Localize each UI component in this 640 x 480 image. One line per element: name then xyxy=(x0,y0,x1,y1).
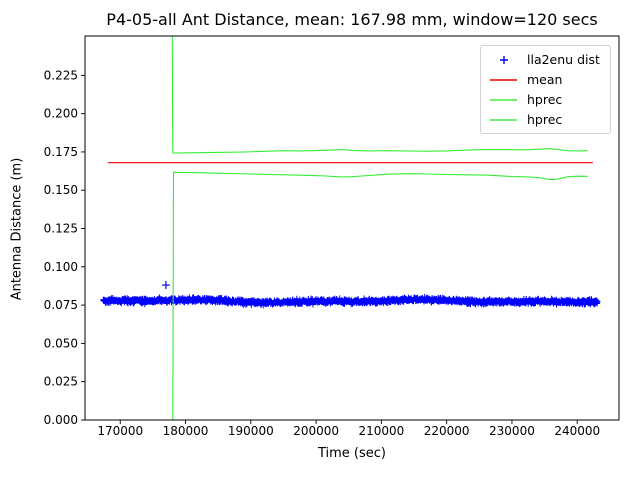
x-tick-label: 200000 xyxy=(293,424,339,438)
x-axis-label: Time (sec) xyxy=(317,446,386,461)
y-axis-label: Antenna Distance (m) xyxy=(9,157,25,301)
x-tick-label: 180000 xyxy=(163,424,209,438)
legend-entry: mean xyxy=(481,70,610,90)
legend-box: lla2enu dist mean hprec hprec xyxy=(480,45,611,134)
y-tick-label: 0.125 xyxy=(44,222,78,236)
x-tick-label: 230000 xyxy=(489,424,535,438)
legend-entry: lla2enu dist xyxy=(481,50,610,70)
lla2enu-outlier-marker xyxy=(161,281,170,290)
x-tick-label: 240000 xyxy=(554,424,600,438)
x-tick-label: 170000 xyxy=(97,424,143,438)
line-swatch-icon xyxy=(481,114,527,126)
legend-label: mean xyxy=(527,72,563,87)
legend-entry: hprec xyxy=(481,90,610,110)
y-tick-label: 0.150 xyxy=(44,183,78,197)
y-tick-label: 0.050 xyxy=(44,336,78,350)
y-tick-label: 0.025 xyxy=(44,375,78,389)
legend-label: lla2enu dist xyxy=(527,52,600,67)
y-tick-label: 0.100 xyxy=(44,260,78,274)
y-tick-label: 0.200 xyxy=(44,107,78,121)
hprec-upper-line xyxy=(171,36,588,154)
y-tick-label: 0.175 xyxy=(44,145,78,159)
x-tick-label: 190000 xyxy=(228,424,274,438)
legend-label: hprec xyxy=(527,112,563,127)
y-tick-label: 0.000 xyxy=(44,413,78,427)
legend-label: hprec xyxy=(527,92,563,107)
plot-area xyxy=(100,36,601,421)
x-tick-label: 210000 xyxy=(358,424,404,438)
line-swatch-icon xyxy=(481,94,527,106)
x-tick-label: 220000 xyxy=(424,424,470,438)
lla2enu-dist-series xyxy=(100,293,601,309)
line-swatch-icon xyxy=(481,74,527,86)
legend-entry: hprec xyxy=(481,110,610,130)
hprec-lower-line xyxy=(172,171,588,421)
plus-marker-icon xyxy=(481,54,527,66)
y-tick-label: 0.075 xyxy=(44,298,78,312)
chart-title: P4-05-all Ant Distance, mean: 167.98 mm,… xyxy=(106,10,598,29)
y-tick-label: 0.225 xyxy=(44,68,78,82)
axes-frame xyxy=(84,35,620,421)
